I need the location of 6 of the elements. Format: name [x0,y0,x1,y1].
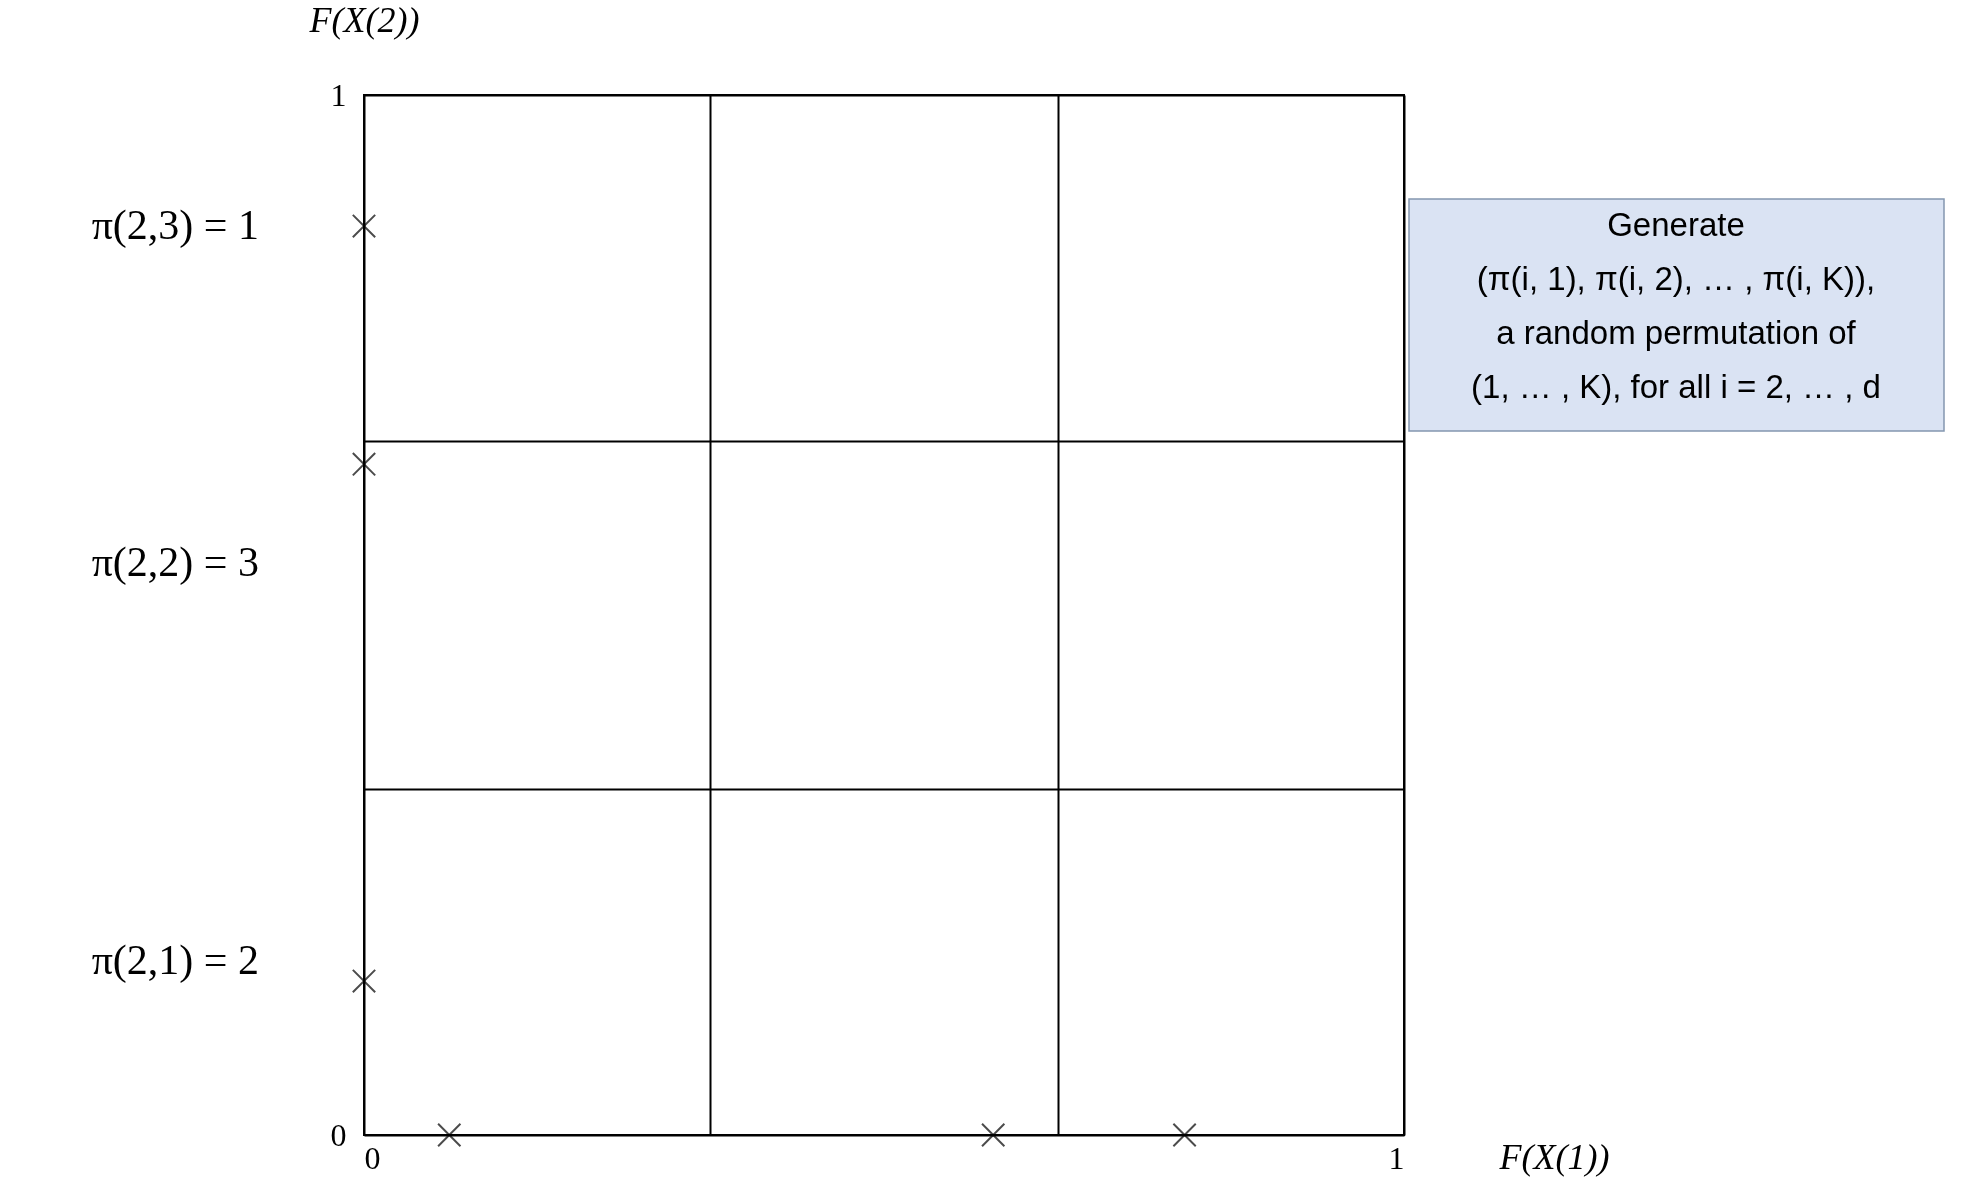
text: π(2,3) = 1 [91,202,259,250]
text: π(2,1) = 2 [91,937,259,985]
y-axis-title: F(X(2)) [308,0,420,40]
text: Generate (π(i, 1), π(i, 2), … , π(i, K)), a random permutation of (1, … , K), for all i = 2, … , d [1471,206,1881,405]
x-axis-title: F(X(1)) [1498,1136,1610,1177]
text: π(2,2) = 3 [91,539,259,586]
